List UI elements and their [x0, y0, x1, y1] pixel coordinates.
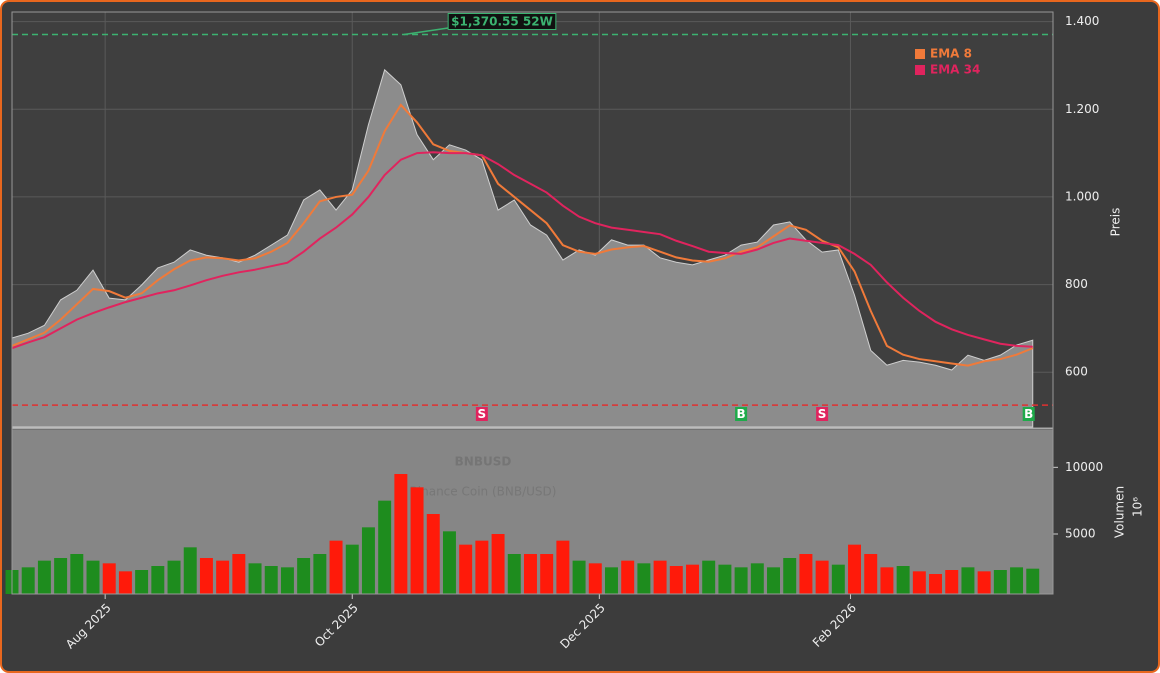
volume-bar — [329, 540, 343, 594]
vol-unit-label: 10⁶ — [1131, 497, 1145, 517]
volume-bar — [977, 571, 991, 594]
volume-bar — [929, 574, 943, 594]
signal-label: S — [478, 407, 487, 421]
volume-bar — [961, 567, 975, 594]
volume-bar — [653, 560, 667, 594]
volume-bar — [572, 560, 586, 594]
volume-bar — [864, 554, 878, 594]
high-52w-box — [447, 13, 557, 30]
volume-bar — [491, 534, 505, 594]
volume-bar — [702, 560, 716, 594]
volume-bar — [1010, 567, 1024, 594]
volume-bar — [896, 566, 910, 594]
signal-label: B — [737, 407, 746, 421]
ema-line — [11, 103, 1034, 367]
volume-bar — [54, 558, 68, 594]
volume-bar — [1026, 568, 1040, 594]
volume-bar — [767, 567, 780, 594]
volume-bar — [410, 487, 424, 594]
volume-bar — [135, 570, 149, 594]
volume-bar — [523, 554, 537, 594]
volume-bar — [945, 570, 959, 594]
volume-bar — [102, 563, 116, 594]
legend-swatch — [915, 49, 925, 59]
volume-bar — [734, 567, 748, 594]
volume-bar — [475, 540, 489, 594]
volume-bar — [37, 560, 51, 594]
price-area — [11, 68, 1034, 428]
volume-bar — [588, 563, 602, 594]
volume-bar — [637, 563, 651, 594]
volume-bar — [783, 558, 797, 594]
legend-swatch — [915, 65, 925, 75]
high-52w-label: $1,370.55 52W — [451, 15, 553, 29]
watermark-subtitle: Binance Coin (BNB/USD) — [410, 485, 557, 499]
volume-bar — [361, 527, 375, 594]
volume-bar — [831, 564, 845, 594]
legend-label: EMA 8 — [930, 47, 972, 61]
volume-bar — [459, 544, 473, 594]
watermark-symbol: BNBUSD — [455, 455, 512, 469]
signal-marker — [475, 407, 488, 421]
vol-axis-label: Volumen — [1113, 486, 1127, 538]
volume-bar — [556, 540, 570, 594]
legend-label: EMA 34 — [930, 63, 980, 77]
signal-marker — [735, 407, 748, 421]
y-axis-label: Preis — [1109, 208, 1123, 237]
volume-bar — [394, 474, 408, 594]
volume-bar — [280, 567, 294, 594]
y-tick-label: 800 — [1065, 277, 1088, 291]
volume-bar — [815, 560, 829, 594]
volume-bar — [848, 544, 862, 594]
volume-bar — [70, 554, 84, 594]
ema-line — [11, 151, 1033, 350]
signal-marker — [816, 407, 829, 421]
volume-bar — [167, 560, 181, 594]
volume-bar — [199, 558, 213, 594]
volume-bar — [313, 554, 327, 594]
volume-bar — [297, 558, 311, 594]
volume-bar — [21, 567, 35, 594]
volume-bar — [621, 560, 635, 594]
volume-bar — [264, 566, 278, 594]
vol-tick-label: 10000 — [1065, 460, 1103, 474]
volume-bar — [118, 571, 132, 594]
signal-label: B — [1024, 407, 1033, 421]
volume-bar — [183, 547, 197, 594]
volume-bar — [378, 500, 392, 594]
high-52w-arrow — [403, 27, 449, 36]
vol-tick-label: 5000 — [1065, 527, 1096, 541]
y-tick-label: 1.200 — [1065, 102, 1099, 116]
volume-bar — [507, 554, 521, 594]
volume-bar — [750, 563, 764, 594]
volume-bar — [86, 560, 100, 594]
volume-bar — [993, 570, 1007, 594]
volume-bar — [669, 566, 683, 594]
volume-bar — [605, 567, 618, 594]
volume-bar — [232, 554, 246, 594]
y-tick-label: 600 — [1065, 365, 1088, 379]
volume-bar — [216, 560, 230, 594]
signal-label: S — [818, 407, 827, 421]
signal-marker — [1022, 407, 1035, 421]
y-tick-label: 1.400 — [1065, 14, 1099, 28]
volume-bar — [718, 564, 732, 594]
volume-bar — [345, 544, 359, 594]
plot-border — [11, 11, 1054, 595]
volume-bar — [151, 566, 165, 594]
volume-bar — [540, 554, 554, 594]
volume-bar — [426, 514, 440, 594]
volume-bar — [686, 564, 699, 594]
volume-bar — [880, 567, 894, 594]
volume-bar — [442, 531, 456, 594]
volume-bar — [799, 554, 813, 594]
y-tick-label: 1.000 — [1065, 189, 1099, 203]
volume-bar — [248, 563, 262, 594]
volume-bar — [912, 571, 926, 594]
